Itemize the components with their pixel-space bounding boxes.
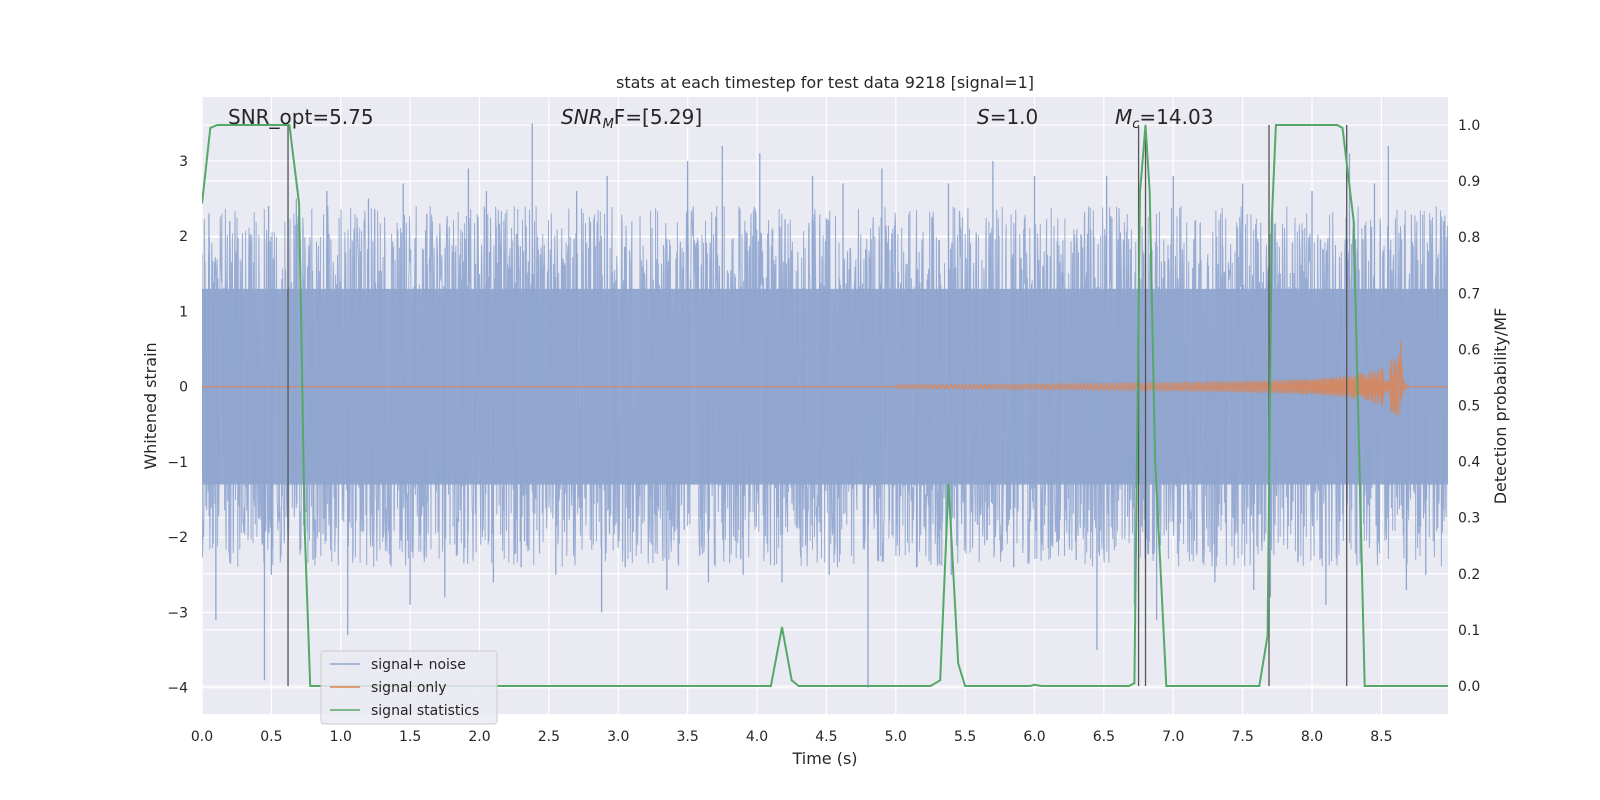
- y2-tick-label-7: 0.7: [1458, 286, 1480, 302]
- signal-noise-line: [202, 206, 1448, 568]
- legend-label-signal-noise: signal+ noise: [371, 657, 466, 673]
- chart-title: stats at each timestep for test data 921…: [616, 73, 1034, 92]
- annotation-snr-mf-main: SNR: [561, 105, 603, 129]
- y2-tick-label-10: 1.0: [1458, 118, 1480, 134]
- x-tick-label-11: 5.5: [954, 729, 976, 745]
- annotation-mc: Mc=14.03: [1115, 105, 1213, 132]
- y-tick-labels: −4 −3 −2 −1 0 1 2 3: [167, 154, 188, 697]
- annotation-snr-mf: SNRMF=[5.29]: [561, 105, 702, 132]
- annotation-mc-rest: =14.03: [1139, 105, 1213, 129]
- x-tick-label-10: 5.0: [885, 729, 907, 745]
- annotation-s-main: S: [977, 105, 990, 129]
- annotation-snr-mf-sub: M: [603, 117, 614, 132]
- x-axis-label: Time (s): [791, 749, 857, 768]
- y-tick-label-2: −2: [167, 530, 188, 546]
- x-tick-label-3: 1.5: [399, 729, 421, 745]
- legend-label-signal-only: signal only: [371, 680, 446, 696]
- x-tick-label-6: 3.0: [607, 729, 629, 745]
- signal-statistics-line: [202, 124, 1448, 687]
- y2-tick-label-6: 0.6: [1458, 342, 1480, 358]
- legend-label-signal-statistics: signal statistics: [371, 703, 479, 719]
- y-axis-label: Whitened strain: [141, 342, 160, 469]
- series-signal-statistics: [202, 124, 1448, 687]
- x-tick-label-2: 1.0: [330, 729, 352, 745]
- x-tick-label-13: 6.5: [1093, 729, 1115, 745]
- y-tick-label-7: 3: [179, 154, 188, 170]
- y-tick-label-4: 0: [179, 380, 188, 396]
- x-tick-label-14: 7.0: [1162, 729, 1184, 745]
- annotation-snr-mf-rest: F=[5.29]: [614, 105, 702, 129]
- x-tick-label-1: 0.5: [260, 729, 282, 745]
- annotation-mc-sub: c: [1132, 117, 1139, 132]
- y2-tick-label-9: 0.9: [1458, 174, 1480, 190]
- x-tick-label-15: 7.5: [1232, 729, 1254, 745]
- y-tick-label-1: −3: [167, 605, 188, 621]
- x-tick-label-8: 4.0: [746, 729, 768, 745]
- y2-tick-label-8: 0.8: [1458, 230, 1480, 246]
- y-tick-label-3: −1: [167, 455, 188, 471]
- y2-axis-label: Detection probability/MF: [1491, 308, 1510, 505]
- annotation-mc-main: M: [1115, 105, 1132, 129]
- series-signal-only: [202, 339, 1448, 417]
- y2-tick-labels: 0.0 0.1 0.2 0.3 0.4 0.5 0.6 0.7 0.8 0.9 1.0: [1458, 118, 1480, 695]
- y2-tick-label-3: 0.3: [1458, 511, 1480, 527]
- x-tick-label-17: 8.5: [1370, 729, 1392, 745]
- y2-tick-label-5: 0.5: [1458, 399, 1480, 415]
- y-tick-label-5: 1: [179, 304, 188, 320]
- x-tick-labels: 0.0 0.5 1.0 1.5 2.0 2.5 3.0 3.5 4.0 4.5 5.0 5.5 6.0 6…: [191, 729, 1393, 745]
- x-tick-label-16: 8.0: [1301, 729, 1323, 745]
- y2-tick-label-0: 0.0: [1458, 679, 1480, 695]
- x-tick-label-0: 0.0: [191, 729, 213, 745]
- y2-tick-label-2: 0.2: [1458, 567, 1480, 583]
- annotation-s-rest: =1.0: [990, 105, 1039, 129]
- y-tick-label-0: −4: [167, 681, 188, 697]
- x-tick-label-7: 3.5: [677, 729, 699, 745]
- y2-tick-label-4: 0.4: [1458, 455, 1480, 471]
- x-tick-label-9: 4.5: [815, 729, 837, 745]
- annotation-snr-opt: SNR_opt=5.75: [228, 105, 374, 129]
- legend: signal+ noise signal only signal statist…: [320, 650, 498, 725]
- signal-only-line: [202, 339, 1448, 417]
- annotation-s: S=1.0: [977, 105, 1038, 129]
- legend-box: [320, 650, 498, 725]
- x-tick-label-5: 2.5: [538, 729, 560, 745]
- y-tick-label-6: 2: [179, 229, 188, 245]
- x-tick-label-12: 6.0: [1023, 729, 1045, 745]
- y2-tick-label-1: 0.1: [1458, 623, 1480, 639]
- x-tick-label-4: 2.0: [468, 729, 490, 745]
